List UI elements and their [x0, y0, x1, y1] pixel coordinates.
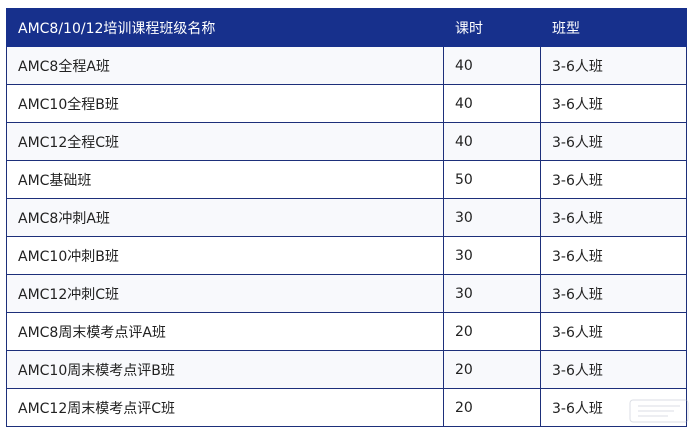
table-row: AMC12周末模考点评C班 20 3-6人班: [6, 388, 687, 427]
cell-course-name: AMC8冲刺A班: [6, 198, 444, 237]
cell-hours: 20: [443, 312, 541, 351]
cell-hours: 40: [443, 122, 541, 161]
table-header: AMC8/10/12培训课程班级名称 课时 班型: [6, 8, 687, 47]
watermark-logo: [629, 399, 689, 423]
cell-class-type: 3-6人班: [540, 122, 687, 161]
course-table: AMC8/10/12培训课程班级名称 课时 班型 AMC8全程A班 40 3-6…: [6, 8, 687, 427]
cell-course-name: AMC10全程B班: [6, 84, 444, 123]
cell-course-name: AMC8全程A班: [6, 46, 444, 85]
cell-course-name: AMC8周末模考点评A班: [6, 312, 444, 351]
course-table-container: AMC8/10/12培训课程班级名称 课时 班型 AMC8全程A班 40 3-6…: [6, 8, 687, 427]
table-row: AMC基础班 50 3-6人班: [6, 160, 687, 199]
cell-class-type: 3-6人班: [540, 160, 687, 199]
cell-course-name: AMC12周末模考点评C班: [6, 388, 444, 427]
cell-class-type: 3-6人班: [540, 46, 687, 85]
header-row: AMC8/10/12培训课程班级名称 课时 班型: [6, 8, 687, 47]
cell-class-type: 3-6人班: [540, 198, 687, 237]
header-hours: 课时: [443, 8, 541, 47]
cell-course-name: AMC10冲刺B班: [6, 236, 444, 275]
table-body: AMC8全程A班 40 3-6人班 AMC10全程B班 40 3-6人班 AMC…: [6, 46, 687, 427]
cell-hours: 30: [443, 274, 541, 313]
cell-class-type: 3-6人班: [540, 388, 687, 427]
cell-class-type: 3-6人班: [540, 350, 687, 389]
cell-class-type: 3-6人班: [540, 84, 687, 123]
cell-class-type: 3-6人班: [540, 312, 687, 351]
table-row: AMC10全程B班 40 3-6人班: [6, 84, 687, 123]
cell-class-type: 3-6人班: [540, 274, 687, 313]
table-row: AMC10冲刺B班 30 3-6人班: [6, 236, 687, 275]
table-row: AMC10周末模考点评B班 20 3-6人班: [6, 350, 687, 389]
cell-hours: 50: [443, 160, 541, 199]
table-row: AMC8周末模考点评A班 20 3-6人班: [6, 312, 687, 351]
table-row: AMC8全程A班 40 3-6人班: [6, 46, 687, 85]
table-row: AMC12冲刺C班 30 3-6人班: [6, 274, 687, 313]
cell-course-name: AMC基础班: [6, 160, 444, 199]
header-class-type: 班型: [540, 8, 687, 47]
cell-course-name: AMC10周末模考点评B班: [6, 350, 444, 389]
table-row: AMC8冲刺A班 30 3-6人班: [6, 198, 687, 237]
cell-class-type: 3-6人班: [540, 236, 687, 275]
cell-hours: 40: [443, 84, 541, 123]
cell-hours: 30: [443, 198, 541, 237]
cell-hours: 20: [443, 388, 541, 427]
cell-hours: 30: [443, 236, 541, 275]
cell-hours: 40: [443, 46, 541, 85]
cell-course-name: AMC12冲刺C班: [6, 274, 444, 313]
table-row: AMC12全程C班 40 3-6人班: [6, 122, 687, 161]
cell-hours: 20: [443, 350, 541, 389]
header-course-name: AMC8/10/12培训课程班级名称: [6, 8, 444, 47]
cell-course-name: AMC12全程C班: [6, 122, 444, 161]
